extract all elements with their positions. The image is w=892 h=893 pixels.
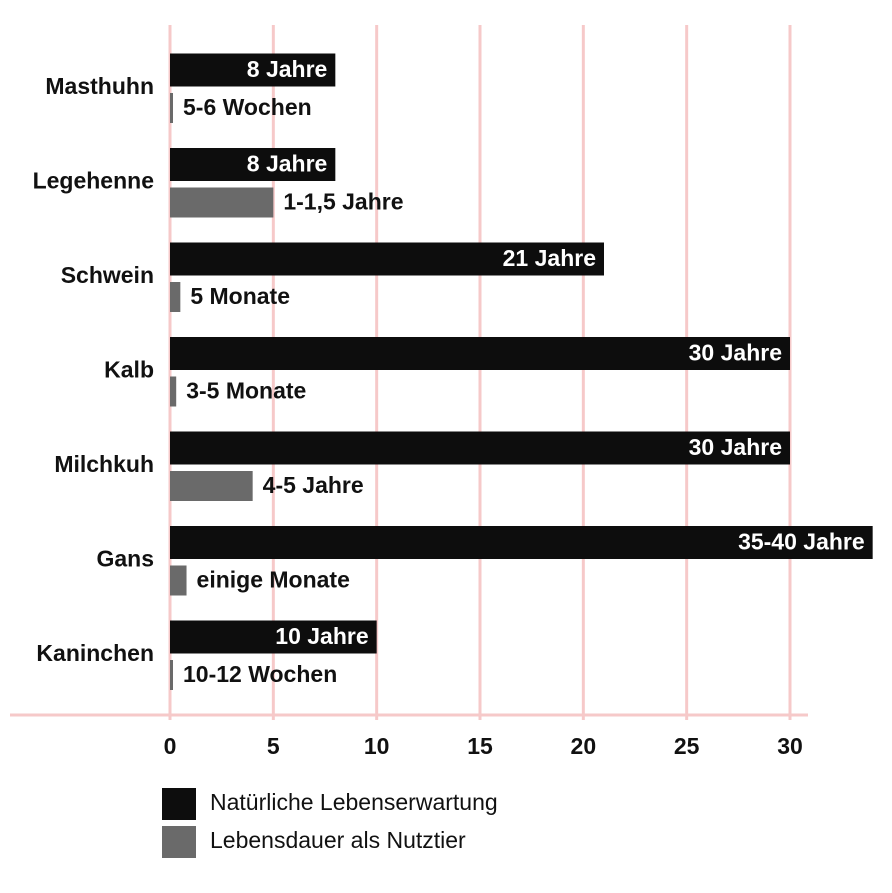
- value-label: 10-12 Wochen: [183, 661, 337, 687]
- bar: [170, 526, 873, 559]
- value-label: 8 Jahre: [247, 56, 328, 82]
- x-tick-label: 5: [267, 733, 280, 759]
- value-label: 30 Jahre: [689, 340, 782, 366]
- value-label: 4-5 Jahre: [263, 472, 364, 498]
- bar: [170, 53, 336, 87]
- value-label: 21 Jahre: [503, 245, 596, 271]
- x-tick-label: 0: [164, 733, 177, 759]
- legend-label: Natürliche Lebenserwartung: [210, 789, 498, 815]
- bar: [170, 565, 187, 596]
- legend-swatch: [162, 788, 196, 820]
- bar: [170, 148, 336, 181]
- bar: [170, 431, 790, 465]
- bar: [170, 620, 377, 654]
- bar: [170, 376, 177, 407]
- value-label: 3-5 Monate: [186, 378, 306, 404]
- value-label: 10 Jahre: [275, 623, 368, 649]
- value-label: 1-1,5 Jahre: [283, 189, 403, 215]
- value-label: einige Monate: [197, 567, 350, 593]
- legend-label: Lebensdauer als Nutztier: [210, 827, 466, 853]
- category-label: Gans: [96, 546, 154, 572]
- bar: [170, 93, 173, 123]
- category-label: Kaninchen: [36, 640, 154, 666]
- x-tick-label: 15: [467, 733, 493, 759]
- category-label: Schwein: [61, 262, 154, 288]
- legend-swatch: [162, 826, 196, 858]
- category-label: Milchkuh: [54, 451, 154, 477]
- bar: [170, 242, 604, 276]
- x-tick-label: 30: [777, 733, 803, 759]
- value-label: 30 Jahre: [689, 434, 782, 460]
- x-tick-label: 25: [674, 733, 700, 759]
- x-tick-label: 20: [571, 733, 597, 759]
- value-label: 8 Jahre: [247, 151, 328, 177]
- category-label: Kalb: [104, 357, 154, 383]
- x-tick-label: 10: [364, 733, 390, 759]
- value-label: 35-40 Jahre: [738, 529, 865, 555]
- category-label: Legehenne: [33, 168, 154, 194]
- bar: [170, 282, 181, 312]
- category-label: Masthuhn: [45, 73, 154, 99]
- bar: [170, 187, 274, 218]
- value-label: 5-6 Wochen: [183, 94, 312, 120]
- value-label: 5 Monate: [190, 283, 290, 309]
- bar: [170, 660, 173, 690]
- bar: [170, 471, 253, 501]
- bar: [170, 337, 790, 370]
